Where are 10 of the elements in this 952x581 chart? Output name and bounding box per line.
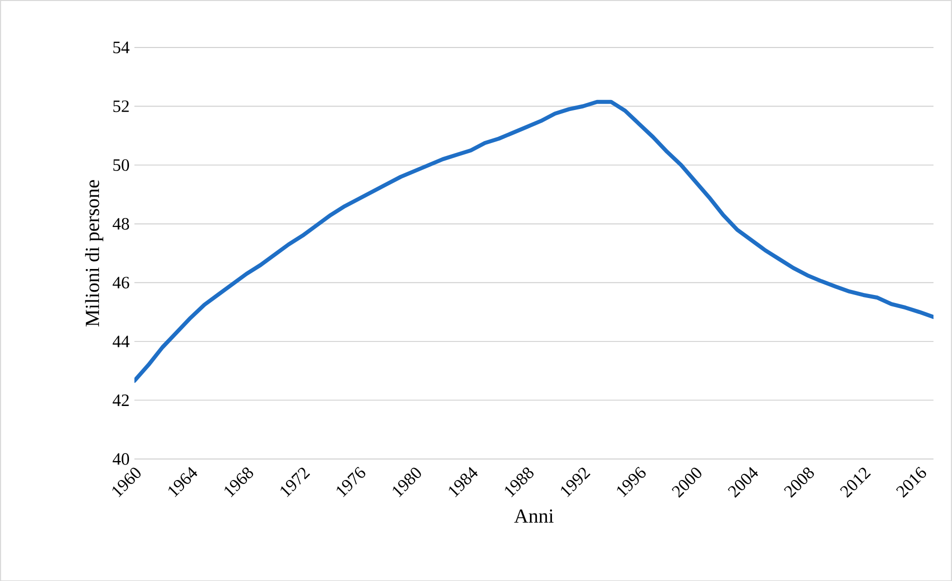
y-tick-label: 40 <box>112 452 130 465</box>
y-tick-label: 50 <box>113 159 130 171</box>
x-axis-title: Anni <box>514 509 554 522</box>
y-tick-label: 42 <box>112 394 129 406</box>
y-tick-label: 44 <box>112 336 130 347</box>
y-axis-title: Milioni di persone <box>85 180 104 326</box>
y-tick-label: 54 <box>113 41 130 54</box>
y-tick-label: 46 <box>112 276 130 288</box>
y-tick-label: 52 <box>113 100 129 112</box>
y-tick-label: 48 <box>112 218 130 230</box>
